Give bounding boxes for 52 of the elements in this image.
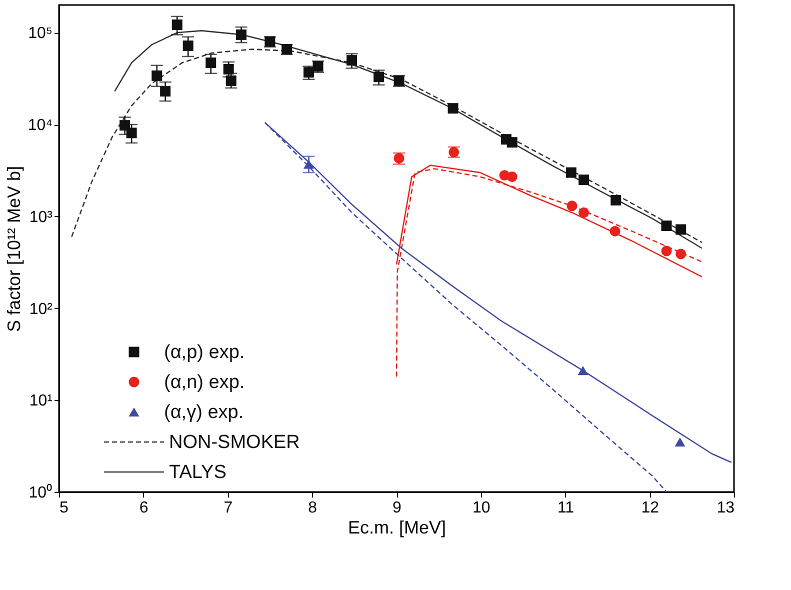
line-series (396, 168, 703, 378)
point (236, 29, 246, 40)
x-tick-label: 7 (224, 500, 233, 516)
point (346, 55, 358, 66)
legend-label: TALYS (169, 462, 226, 483)
point (152, 70, 162, 81)
point (374, 72, 384, 82)
point (674, 437, 686, 447)
point (120, 120, 130, 131)
x-tick-label: 8 (308, 500, 318, 516)
y-tick-label: 10⁰ (28, 484, 52, 502)
point (506, 172, 518, 182)
legend-label: (α,n) exp. (164, 372, 245, 393)
point (304, 160, 314, 169)
point (676, 224, 686, 235)
point (661, 220, 672, 232)
point (160, 86, 171, 97)
x-tick-label: 6 (139, 500, 148, 516)
point (506, 137, 518, 148)
point (578, 174, 590, 186)
point (610, 194, 622, 206)
x-axis-title: Ec.m. [MeV] (348, 518, 446, 538)
point (448, 103, 458, 114)
point (206, 58, 216, 68)
point (661, 246, 672, 256)
point (126, 128, 137, 138)
y-tick-label: 10⁵ (28, 25, 52, 42)
point (172, 19, 182, 30)
point (566, 167, 576, 178)
point (226, 75, 236, 86)
x-tick-label: 12 (641, 500, 660, 516)
point (182, 40, 194, 52)
y-tick-label: 10² (29, 300, 54, 318)
point (223, 64, 234, 74)
x-tick-label: 11 (557, 500, 574, 516)
y-tick-label: 10³ (29, 208, 54, 226)
x-tick-label: 13 (716, 500, 735, 516)
x-tick-label: 10 (472, 500, 490, 516)
point (578, 366, 588, 376)
point (578, 207, 590, 218)
legend-label: (α,γ) exp. (164, 402, 244, 423)
legend-label: (α,p) exp. (164, 342, 245, 363)
legend-label: NON-SMOKER (169, 432, 300, 453)
y-tick-label: 10¹ (29, 392, 52, 410)
x-tick-label: 5 (60, 500, 68, 516)
point (304, 67, 314, 78)
y-axis-title: S factor [10¹² MeV b] (4, 166, 24, 332)
x-tick-label: 9 (392, 500, 402, 516)
point (566, 200, 578, 212)
point (676, 248, 686, 260)
point (610, 226, 620, 236)
y-tick-label: 10⁴ (28, 117, 53, 134)
